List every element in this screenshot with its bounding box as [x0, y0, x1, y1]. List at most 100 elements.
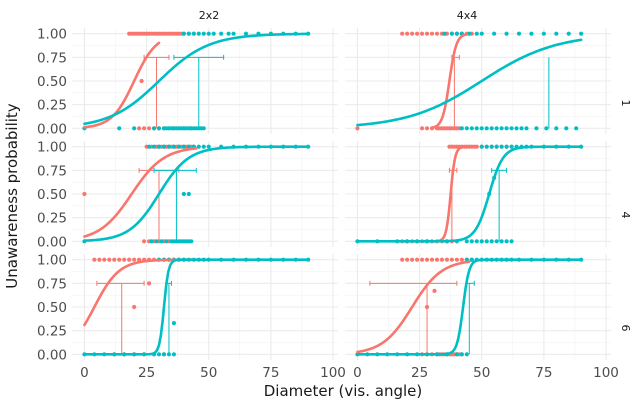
fitted-curve-teal — [356, 38, 583, 127]
row-strip-label-6: 6 — [619, 325, 632, 332]
data-point-teal — [534, 126, 539, 131]
data-point-red — [474, 144, 479, 149]
y-tick-label: 1.00 — [37, 253, 67, 269]
data-point-teal — [494, 126, 499, 131]
data-point-teal — [509, 126, 514, 131]
data-point-teal — [159, 239, 164, 244]
data-point-teal — [181, 191, 186, 197]
panel-4x4-row-6: 0 25 50 75 100 — [345, 254, 619, 381]
data-point-red — [439, 257, 445, 262]
y-tick-label: 0.00 — [37, 121, 67, 137]
data-point-teal — [494, 239, 499, 244]
data-point-teal — [151, 144, 157, 149]
x-tick-label: 100 — [593, 365, 619, 381]
data-point-teal — [509, 144, 514, 149]
data-point-teal — [181, 144, 186, 149]
data-point-teal — [504, 239, 509, 244]
x-tick-label: 50 — [200, 365, 217, 381]
y-tick-label: 0.00 — [37, 234, 67, 250]
y-tick-label: 1.00 — [37, 140, 67, 156]
data-point-teal — [474, 31, 479, 36]
data-point-teal — [189, 239, 194, 244]
data-point-teal — [156, 126, 162, 131]
panel-2x2-row-1: 0.00 0.25 0.50 0.75 1.00 — [37, 27, 338, 137]
y-tick-label: 0.50 — [37, 300, 67, 316]
data-point-teal — [442, 31, 447, 36]
data-point-teal — [171, 352, 177, 357]
data-point-red — [429, 31, 435, 36]
data-point-teal — [219, 31, 224, 36]
data-point-red — [400, 31, 405, 36]
data-point-red — [146, 281, 152, 286]
data-point-teal — [186, 191, 191, 197]
y-axis-title: Unawareness probability — [3, 103, 21, 288]
data-point-red — [127, 257, 132, 262]
data-point-teal — [469, 126, 474, 131]
y-tick-label: 0.75 — [37, 276, 67, 292]
fitted-curve-red — [83, 258, 198, 327]
data-point-teal — [161, 352, 167, 357]
fitted-curve-red — [356, 260, 471, 354]
fitted-curve-teal — [83, 258, 310, 356]
data-point-teal — [504, 31, 509, 36]
y-tick-label: 0.75 — [37, 163, 67, 179]
panel-2x2-row-6: 0.00 0.25 0.50 0.75 1.00 0 25 50 75 100 — [37, 253, 346, 381]
x-tick-label: 0 — [80, 365, 89, 381]
x-tick-label: 25 — [411, 365, 428, 381]
data-point-teal — [519, 126, 524, 131]
data-point-red — [444, 257, 450, 262]
data-point-teal — [211, 31, 216, 36]
data-point-teal — [166, 144, 172, 149]
data-point-teal — [479, 31, 484, 36]
data-point-red — [122, 257, 127, 262]
panel-4x4-row-1 — [345, 28, 611, 134]
panel-4x4-row-4 — [345, 141, 611, 247]
y-tick-label: 1.00 — [37, 27, 67, 43]
data-point-teal — [196, 144, 201, 149]
data-point-teal — [516, 31, 522, 36]
data-point-red — [405, 31, 410, 36]
y-tick-label: 0.75 — [37, 50, 67, 66]
data-point-red — [132, 257, 137, 262]
data-point-teal — [206, 144, 211, 149]
data-point-teal — [554, 31, 559, 36]
data-point-teal — [201, 126, 206, 131]
fitted-curve-red — [83, 147, 198, 238]
y-tick-label: 0.50 — [37, 187, 67, 203]
data-point-teal — [489, 239, 494, 244]
data-point-red — [419, 31, 425, 36]
data-point-teal — [524, 126, 529, 131]
data-point-teal — [196, 31, 201, 36]
data-point-teal — [484, 144, 489, 149]
y-tick-label: 0.25 — [37, 98, 67, 114]
data-point-teal — [186, 31, 191, 36]
data-point-red — [141, 239, 147, 244]
data-point-teal — [474, 126, 479, 131]
panel-2x2-row-4: 0.00 0.25 0.50 0.75 1.00 — [37, 140, 338, 250]
data-point-red — [449, 257, 454, 262]
fitted-curve-teal — [83, 145, 310, 242]
data-point-red — [102, 257, 107, 262]
column-strip-label-2x2: 2x2 — [199, 9, 220, 22]
data-point-teal — [489, 144, 494, 149]
data-point-teal — [226, 31, 231, 36]
data-point-teal — [176, 144, 181, 149]
data-point-red — [107, 257, 112, 262]
data-point-teal — [464, 126, 469, 131]
data-point-teal — [186, 144, 191, 149]
data-point-teal — [544, 126, 549, 131]
data-point-teal — [191, 31, 196, 36]
data-point-teal — [449, 31, 454, 36]
data-point-teal — [151, 126, 157, 131]
data-point-red — [414, 257, 420, 262]
y-tick-label: 0.00 — [37, 347, 67, 363]
fitted-curve-teal — [83, 32, 310, 126]
x-tick-label: 75 — [262, 365, 279, 381]
data-point-teal — [464, 239, 469, 244]
data-point-teal — [459, 352, 464, 357]
data-point-teal — [132, 126, 137, 131]
data-point-teal — [201, 144, 206, 149]
data-point-red — [112, 257, 117, 262]
data-point-teal — [161, 144, 167, 149]
